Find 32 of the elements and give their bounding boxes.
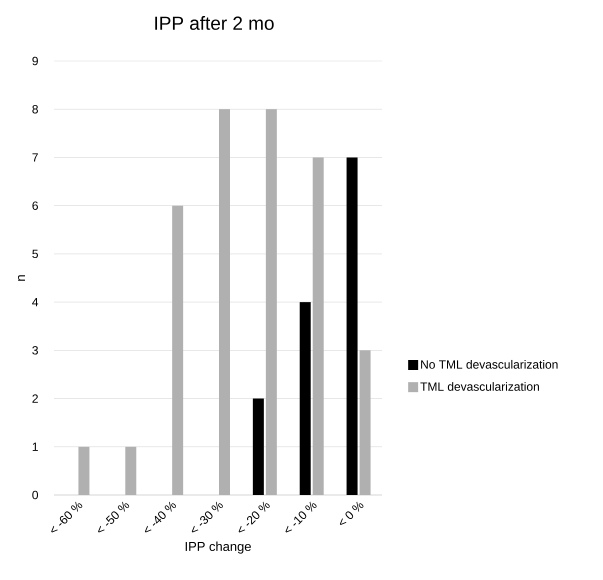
bar xyxy=(172,206,184,495)
y-axis-title: n xyxy=(18,275,25,281)
x-tick-label: < -30 % xyxy=(192,502,223,532)
x-tick-label: < -10 % xyxy=(285,502,317,532)
y-tick-label: 8 xyxy=(32,104,38,114)
y-tick-label: 4 xyxy=(32,298,38,306)
x-tick-label: < -50 % xyxy=(98,502,130,532)
bar xyxy=(312,157,324,495)
y-tick-label: 3 xyxy=(32,346,38,355)
chart-title: IPP after 2 mo xyxy=(155,16,274,30)
bar xyxy=(252,398,264,495)
x-tick-label: < -40 % xyxy=(144,502,176,532)
bar xyxy=(78,446,90,495)
bar xyxy=(300,302,311,495)
bar xyxy=(360,350,371,495)
y-tick-label: 0 xyxy=(32,490,38,500)
x-axis-title: IPP change xyxy=(186,542,251,554)
legend-label: TML devascularization xyxy=(420,382,539,391)
bar xyxy=(125,446,136,495)
y-tick-label: 6 xyxy=(32,201,38,210)
x-tick-label: < 0 % xyxy=(340,502,364,525)
bar xyxy=(219,109,230,495)
y-tick-label: 7 xyxy=(32,153,38,162)
legend-label: No TML devascularization xyxy=(421,360,558,369)
bar xyxy=(266,109,277,495)
y-tick-label: 9 xyxy=(32,56,38,66)
x-tick-label: < -60 % xyxy=(51,502,82,532)
x-tick-label: < -20 % xyxy=(238,502,270,532)
y-tick-label: 2 xyxy=(32,394,38,403)
y-tick-label: 5 xyxy=(32,250,38,258)
bar xyxy=(346,157,358,495)
y-tick-label: 1 xyxy=(32,442,38,451)
